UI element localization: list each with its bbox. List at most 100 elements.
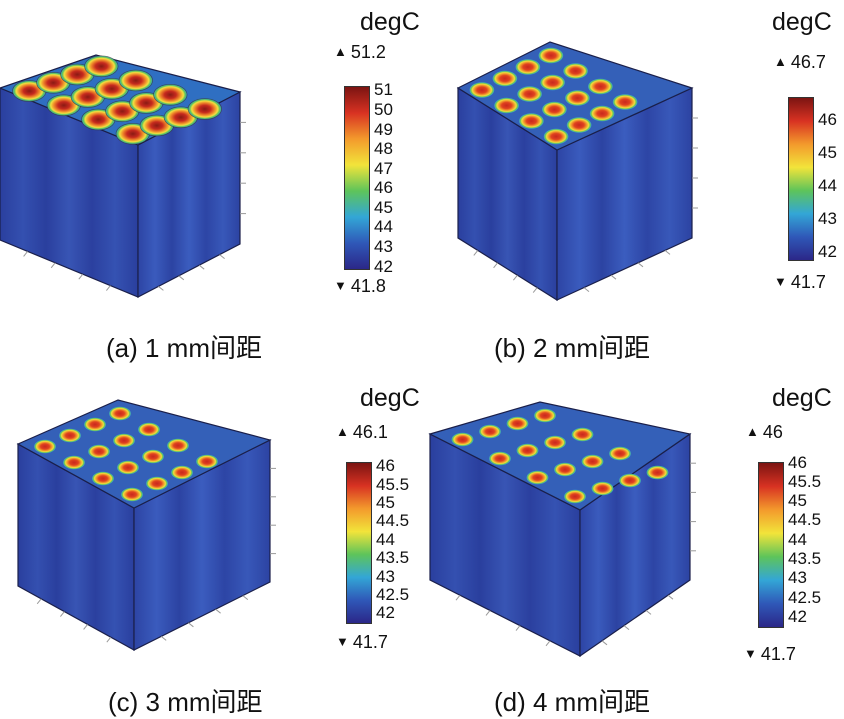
heat-spot: [171, 465, 193, 480]
max-triangle-icon: ▲: [334, 44, 347, 59]
heat-spot: [519, 113, 544, 129]
heat-spot: [196, 454, 218, 469]
colorbar-tick-label: 45: [376, 493, 395, 512]
caption: (a) 1 mm间距: [106, 333, 263, 363]
min-value-text: 41.7: [760, 644, 796, 664]
heat-spot: [506, 416, 529, 431]
colorbar-tick-label: 44: [374, 217, 393, 237]
colorbar-tick-label: 46: [818, 110, 837, 130]
max-triangle-icon: ▲: [774, 54, 787, 69]
heat-spot: [167, 438, 189, 453]
colorbar-tick-label: 43: [788, 568, 807, 588]
heat-spot: [612, 94, 638, 110]
heat-cube-b: [456, 41, 698, 302]
heat-spot: [543, 128, 569, 145]
heat-spot: [118, 69, 153, 92]
heat-spot: [609, 446, 631, 461]
heat-spot: [153, 84, 188, 106]
heat-spot: [117, 460, 139, 475]
heat-spot: [187, 98, 222, 120]
heat-spot: [542, 101, 567, 118]
caption: (b) 2 mm间距: [494, 333, 651, 363]
colorbar-tick-label: 45: [374, 197, 393, 217]
heat-spot: [84, 417, 106, 432]
heat-spot: [489, 451, 511, 466]
heat-spot: [534, 408, 556, 423]
colorbar: [788, 97, 814, 261]
unit-label: degC: [772, 384, 832, 412]
heat-spot: [142, 449, 164, 464]
colorbar-tick-label: 44: [788, 529, 807, 549]
heat-spot: [88, 444, 110, 459]
heat-spot: [540, 74, 565, 91]
heat-spot: [591, 481, 614, 496]
heat-spot: [138, 422, 160, 437]
max-value: ▲ 46.7: [774, 52, 826, 73]
heat-cube-a: [0, 54, 246, 298]
colorbar-tick-label: 42.5: [376, 585, 410, 605]
heat-spot: [571, 427, 594, 442]
colorbar-tick-label: 43: [818, 208, 837, 228]
colorbar-tick-label: 43: [376, 566, 395, 586]
min-triangle-icon: ▼: [744, 646, 757, 661]
panel-b: degC ▲ 46.7 46 45 44 43 42 ▼ 41.7 (b) 2 mm间距: [422, 0, 844, 363]
colorbar-tick-label: 42: [376, 603, 395, 623]
heat-spot: [563, 63, 588, 79]
colorbar-tick-label: 45.5: [376, 474, 410, 494]
colorbar-tick-label: 44: [818, 176, 837, 196]
heat-spot: [494, 97, 519, 114]
max-value-text: 46: [762, 422, 783, 442]
max-triangle-icon: ▲: [746, 424, 759, 439]
heat-spot: [146, 476, 168, 491]
colorbar-tick-label: 42: [818, 241, 837, 261]
min-triangle-icon: ▼: [334, 278, 347, 293]
heat-cube-c: [16, 399, 276, 652]
colorbar-tick-label: 49: [374, 119, 393, 139]
colorbar-tick-label: 44: [376, 529, 395, 549]
panel-c: degC ▲ 46.1 46 45.5 45 44.5 44 43.5 43 42.5 42 ▼ 4…: [0, 358, 422, 717]
panel-d: degC ▲ 46 46 45.5 45 44.5 44 43.5 43 42.5 42 ▼ 41.…: [422, 358, 844, 717]
heat-spot: [646, 465, 669, 480]
heat-spot: [554, 462, 576, 477]
heat-spot: [516, 443, 539, 458]
heat-spot: [59, 428, 81, 443]
colorbar-tick-label: 42: [788, 606, 807, 626]
heat-spot: [526, 470, 549, 485]
heat-spot: [113, 433, 135, 448]
heat-spot: [619, 473, 641, 488]
max-value-text: 46.1: [352, 422, 388, 442]
heat-spot: [34, 439, 56, 454]
heat-cube-d: [428, 401, 696, 658]
colorbar: [344, 86, 370, 270]
heat-spot: [565, 90, 590, 106]
unit-label: degC: [360, 384, 420, 412]
unit-label: degC: [772, 8, 832, 36]
max-value: ▲ 51.2: [334, 42, 386, 63]
colorbar: [346, 462, 372, 624]
heat-spot: [92, 471, 114, 486]
heat-spot: [492, 70, 518, 87]
heat-spot: [588, 78, 613, 95]
heat-spot: [451, 432, 474, 447]
caption: (c) 3 mm间距: [108, 687, 263, 717]
min-value: ▼ 41.7: [744, 644, 796, 665]
colorbar-tick-label: 43: [374, 237, 393, 256]
heat-spot: [63, 455, 85, 470]
colorbar: [758, 462, 784, 628]
heat-spot: [109, 406, 131, 421]
caption: (d) 4 mm间距: [494, 687, 651, 717]
max-value: ▲ 46: [746, 422, 783, 443]
colorbar-tick-label: 44.5: [788, 510, 822, 530]
max-value-text: 51.2: [350, 42, 386, 62]
colorbar-tick-label: 51: [374, 80, 393, 100]
min-value: ▼ 41.8: [334, 276, 386, 297]
max-value: ▲ 46.1: [336, 422, 388, 443]
heat-spot: [517, 86, 542, 102]
heat-spot: [121, 487, 143, 502]
min-value: ▼ 41.7: [774, 272, 826, 293]
colorbar-tick-label: 45.5: [788, 471, 822, 491]
heat-spot: [84, 55, 119, 78]
heat-spot: [566, 117, 592, 133]
min-triangle-icon: ▼: [774, 274, 787, 289]
colorbar-tick-label: 46: [374, 178, 393, 198]
